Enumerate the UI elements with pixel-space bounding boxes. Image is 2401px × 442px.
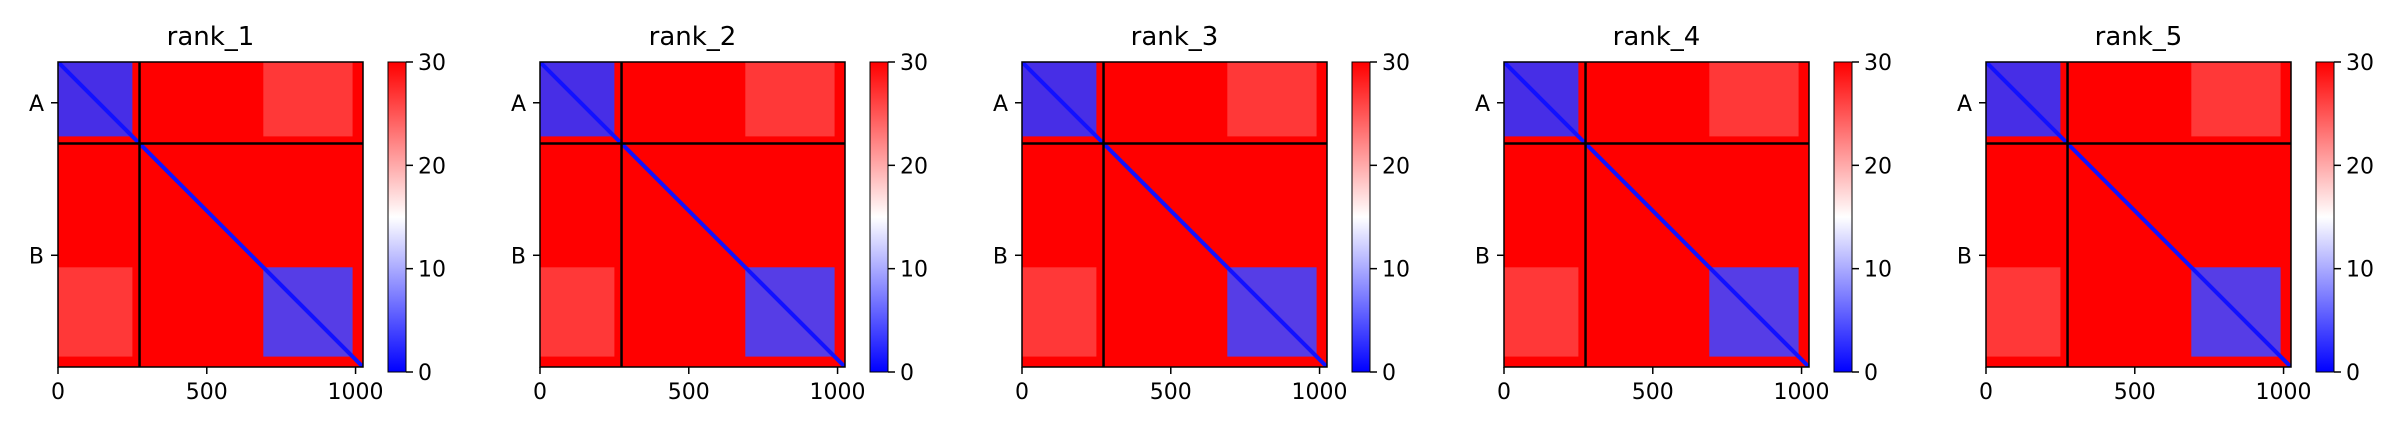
colorbar-tick-label: 30 bbox=[1864, 51, 1892, 76]
heatmap-block bbox=[540, 267, 615, 357]
heatmap-area bbox=[1986, 62, 2291, 367]
heatmap-area bbox=[1022, 62, 1327, 367]
chain-label: B bbox=[1475, 244, 1490, 269]
chain-label: A bbox=[1957, 92, 1972, 117]
colorbar-gradient bbox=[387, 61, 407, 373]
heatmap-diagonal bbox=[1504, 62, 1809, 367]
x-tick-label: 500 bbox=[2114, 380, 2156, 405]
chain-label: B bbox=[1957, 244, 1972, 269]
axes-frame bbox=[1021, 61, 1328, 368]
x-tick-label: 500 bbox=[1150, 380, 1192, 405]
colorbar-tick-label: 20 bbox=[2346, 154, 2374, 179]
colorbar-tick-label: 0 bbox=[2346, 361, 2360, 386]
colorbar-gradient bbox=[1351, 61, 1371, 373]
colorbar-gradient bbox=[869, 61, 889, 373]
heatmap-area bbox=[1504, 62, 1809, 367]
colorbar-tick-label: 10 bbox=[900, 258, 928, 283]
colorbar-tick-label: 20 bbox=[418, 154, 446, 179]
colorbar-gradient bbox=[2315, 61, 2335, 373]
colorbar-gradient bbox=[1833, 61, 1853, 373]
chain-label: A bbox=[993, 92, 1008, 117]
axes-frame bbox=[1503, 61, 1810, 368]
colorbar-tick-label: 30 bbox=[2346, 51, 2374, 76]
chain-label: A bbox=[29, 92, 44, 117]
x-tick-label: 500 bbox=[1632, 380, 1674, 405]
heatmap-block bbox=[1227, 62, 1317, 137]
heatmap-area bbox=[540, 62, 845, 367]
chain-label: B bbox=[511, 244, 526, 269]
colorbar-tick-label: 30 bbox=[418, 51, 446, 76]
heatmap-diagonal bbox=[1022, 62, 1327, 367]
heatmap-block bbox=[1986, 267, 2061, 357]
heatmap-diagonal bbox=[540, 62, 845, 367]
axes-frame bbox=[57, 61, 364, 368]
x-tick-label: 500 bbox=[668, 380, 710, 405]
colorbar-tick-label: 0 bbox=[1864, 361, 1878, 386]
axes-frame bbox=[539, 61, 846, 368]
pae-panel-2: rank_2 0 500 1000 A B 0 10 20 30 bbox=[511, 22, 928, 405]
chain-label: B bbox=[993, 244, 1008, 269]
heatmap-block bbox=[1709, 62, 1799, 137]
x-tick-label: 500 bbox=[186, 380, 228, 405]
colorbar-tick-label: 20 bbox=[1382, 154, 1410, 179]
x-tick-label: 0 bbox=[1979, 380, 1993, 405]
colorbar-tick-label: 10 bbox=[2346, 258, 2374, 283]
panel-title: rank_3 bbox=[1131, 22, 1219, 52]
x-tick-label: 0 bbox=[1497, 380, 1511, 405]
heatmap-block bbox=[2191, 62, 2281, 137]
panel-title: rank_1 bbox=[167, 22, 255, 52]
colorbar-tick-label: 30 bbox=[900, 51, 928, 76]
chain-label: A bbox=[1475, 92, 1490, 117]
pae-panel-4: rank_4 0 500 1000 A B 0 10 20 30 bbox=[1475, 22, 1892, 405]
heatmap-block bbox=[263, 62, 353, 137]
chain-label: B bbox=[29, 244, 44, 269]
axes-frame bbox=[1985, 61, 2292, 368]
pae-panel-5: rank_5 0 500 1000 A B 0 10 20 30 bbox=[1957, 22, 2374, 405]
colorbar: 0 10 20 30 bbox=[2315, 51, 2374, 386]
colorbar-tick-label: 20 bbox=[1864, 154, 1892, 179]
heatmap-block bbox=[58, 267, 133, 357]
heatmap-block bbox=[1022, 267, 1097, 357]
colorbar-tick-label: 10 bbox=[418, 258, 446, 283]
pae-panel-1: rank_1 0 500 1000 A B 0 10 20 30 bbox=[29, 22, 446, 405]
colorbar-tick-label: 0 bbox=[900, 361, 914, 386]
x-tick-label: 0 bbox=[1015, 380, 1029, 405]
panel-title: rank_5 bbox=[2095, 22, 2183, 52]
x-tick-label: 1000 bbox=[810, 380, 866, 405]
chain-label: A bbox=[511, 92, 526, 117]
panel-title: rank_4 bbox=[1613, 22, 1701, 52]
colorbar: 0 10 20 30 bbox=[1833, 51, 1892, 386]
heatmap-diagonal bbox=[58, 62, 363, 367]
pae-panel-3: rank_3 0 500 1000 A B 0 10 20 30 bbox=[993, 22, 1410, 405]
colorbar-tick-label: 20 bbox=[900, 154, 928, 179]
panel-title: rank_2 bbox=[649, 22, 737, 52]
colorbar: 0 10 20 30 bbox=[869, 51, 928, 386]
x-tick-label: 0 bbox=[51, 380, 65, 405]
x-tick-label: 0 bbox=[533, 380, 547, 405]
x-tick-label: 1000 bbox=[1292, 380, 1348, 405]
heatmap-block bbox=[745, 62, 835, 137]
colorbar: 0 10 20 30 bbox=[1351, 51, 1410, 386]
x-tick-label: 1000 bbox=[1774, 380, 1830, 405]
heatmap-area bbox=[58, 62, 363, 367]
x-tick-label: 1000 bbox=[328, 380, 384, 405]
heatmap-block bbox=[1504, 267, 1579, 357]
colorbar-tick-label: 10 bbox=[1382, 258, 1410, 283]
colorbar: 0 10 20 30 bbox=[387, 51, 446, 386]
colorbar-tick-label: 30 bbox=[1382, 51, 1410, 76]
colorbar-tick-label: 10 bbox=[1864, 258, 1892, 283]
colorbar-tick-label: 0 bbox=[418, 361, 432, 386]
x-tick-label: 1000 bbox=[2256, 380, 2312, 405]
colorbar-tick-label: 0 bbox=[1382, 361, 1396, 386]
heatmap-diagonal bbox=[1986, 62, 2291, 367]
